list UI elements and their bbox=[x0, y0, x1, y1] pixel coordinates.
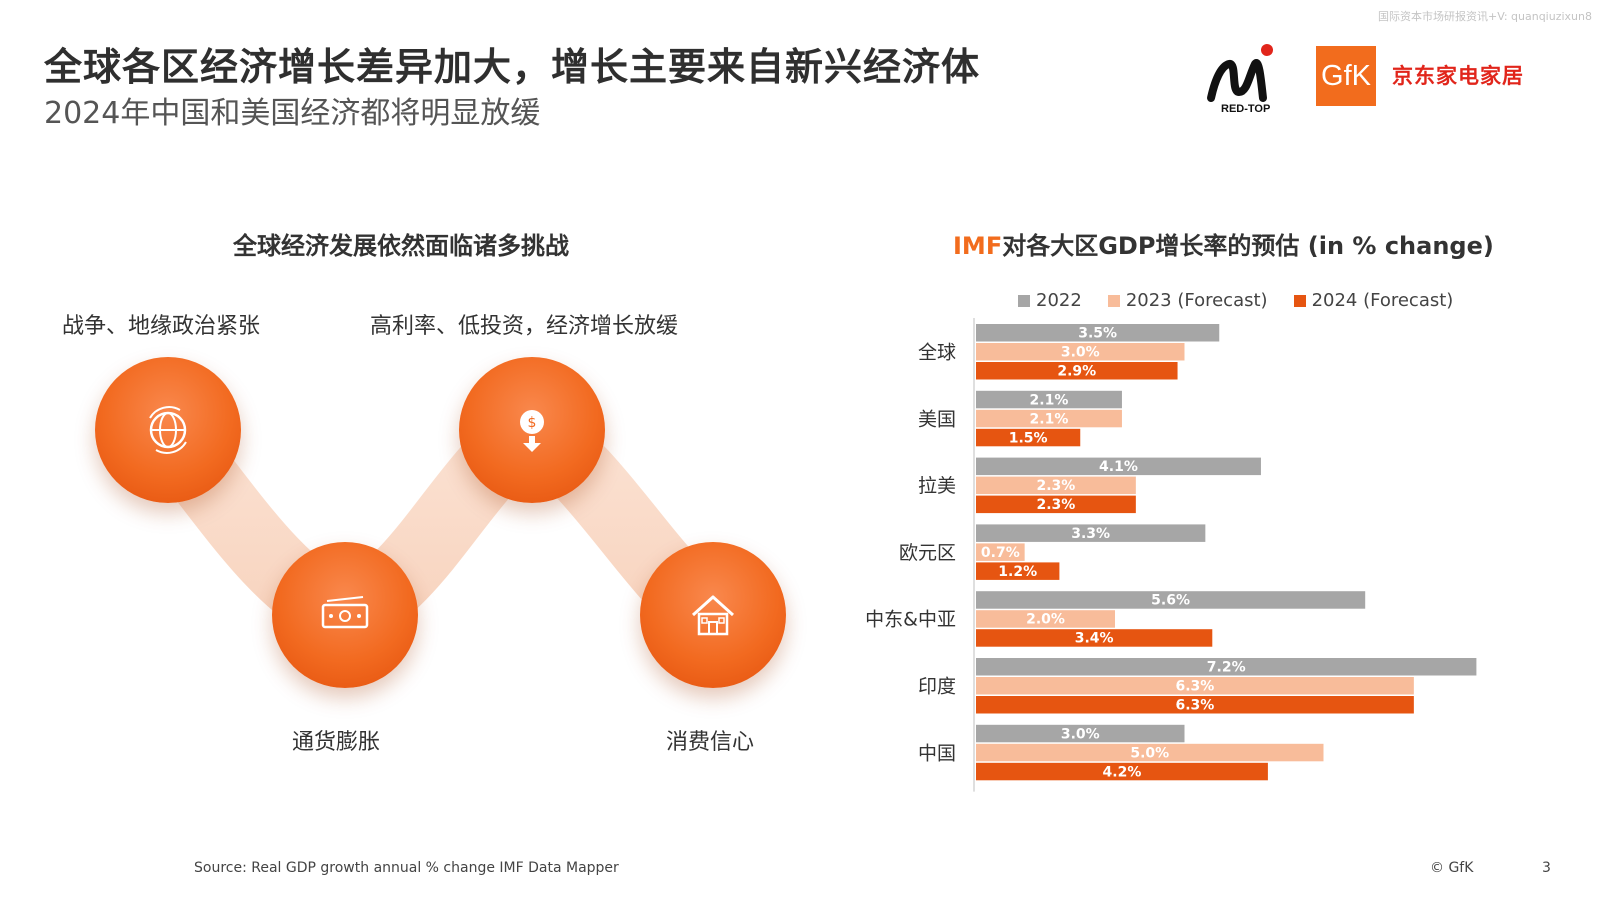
redtop-logo: RED-TOP bbox=[1207, 44, 1273, 115]
bar-value-label: 3.0% bbox=[1061, 726, 1100, 742]
bar-2022 bbox=[976, 524, 1206, 542]
bar-value-label: 7.2% bbox=[1207, 660, 1246, 676]
chart-legend: 2022 2023 (Forecast) 2024 (Forecast) bbox=[1018, 290, 1453, 311]
bar-value-label: 6.3% bbox=[1176, 679, 1215, 695]
chart-title-rest: 对各大区GDP增长率的预估 (in % change) bbox=[1002, 232, 1494, 260]
bar-2022 bbox=[976, 724, 1185, 743]
category-label: 印度 bbox=[918, 676, 956, 698]
page-number: 3 bbox=[1542, 860, 1551, 876]
legend-item-2024: 2024 (Forecast) bbox=[1293, 290, 1454, 311]
challenge-label-inflation: 通货膨胀 bbox=[292, 730, 381, 755]
source-note: Source: Real GDP growth annual % change … bbox=[194, 860, 619, 876]
bar-value-label: 2.3% bbox=[1037, 478, 1076, 494]
money-down-icon: $ bbox=[520, 410, 544, 452]
category-label: 全球 bbox=[918, 342, 956, 364]
bar-value-label: 1.5% bbox=[1009, 430, 1048, 446]
bar-value-label: 2.1% bbox=[1030, 392, 1069, 408]
bar-value-label: 2.1% bbox=[1030, 411, 1069, 427]
bar-2023 bbox=[976, 409, 1122, 428]
gfk-logo: GfK bbox=[1316, 46, 1376, 106]
consumer-confidence-circle bbox=[640, 542, 786, 688]
category-label: 拉美 bbox=[918, 475, 956, 497]
bar-value-label: 2.9% bbox=[1057, 364, 1096, 380]
house-icon bbox=[691, 595, 735, 636]
copyright-text: © GfK bbox=[1430, 860, 1474, 876]
bar-value-label: 5.0% bbox=[1130, 745, 1169, 761]
bar-value-label: 4.1% bbox=[1099, 459, 1138, 475]
bar-2023 bbox=[976, 610, 1115, 628]
bar-2023 bbox=[976, 543, 1025, 561]
bar-value-label: 2.3% bbox=[1037, 497, 1076, 513]
chart-title: IMF对各大区GDP增长率的预估 (in % change) bbox=[953, 226, 1494, 261]
bar-value-label: 2.0% bbox=[1026, 612, 1065, 628]
challenge-label-consumer-confidence: 消费信心 bbox=[666, 730, 755, 755]
chart-title-imf: IMF bbox=[953, 232, 1003, 260]
redtop-logo-text: RED-TOP bbox=[1221, 103, 1270, 115]
challenge-label-geopolitics: 战争、地缘政治紧张 bbox=[62, 314, 261, 339]
legend-label-2023: 2023 (Forecast) bbox=[1125, 290, 1268, 311]
bar-value-label: 3.0% bbox=[1061, 345, 1100, 361]
bar-value-label: 3.3% bbox=[1071, 526, 1110, 542]
bar-2023 bbox=[976, 743, 1324, 762]
challenge-label-interest-rate: 高利率、低投资，经济增长放缓 bbox=[370, 314, 679, 339]
bar-value-label: 0.7% bbox=[981, 545, 1020, 561]
bar-value-label: 6.3% bbox=[1176, 698, 1215, 714]
bar-2024 bbox=[976, 629, 1213, 647]
jd-logo: 京东家电家居 bbox=[1392, 64, 1524, 88]
geopolitics-circle bbox=[95, 357, 241, 503]
bar-2024 bbox=[976, 762, 1268, 781]
category-label: 欧元区 bbox=[899, 542, 956, 564]
page-title: 全球各区经济增长差异加大，增长主要来自新兴经济体 bbox=[44, 45, 981, 89]
legend-label-2022: 2022 bbox=[1036, 290, 1082, 311]
legend-item-2023: 2023 (Forecast) bbox=[1107, 290, 1268, 311]
bar-2023 bbox=[976, 677, 1414, 695]
svg-text:$: $ bbox=[528, 415, 537, 431]
bar-2022 bbox=[976, 324, 1220, 342]
bar-2022 bbox=[976, 591, 1366, 609]
bar-2024 bbox=[976, 428, 1081, 447]
category-label: 中东&中亚 bbox=[865, 609, 956, 631]
bar-value-label: 3.5% bbox=[1078, 326, 1117, 342]
bar-2024 bbox=[976, 495, 1136, 514]
challenges-title: 全球经济发展依然面临诸多挑战 bbox=[233, 232, 569, 260]
bar-2024 bbox=[976, 696, 1414, 714]
page-subtitle: 2024年中国和美国经济都将明显放缓 bbox=[44, 96, 541, 131]
bar-value-label: 4.2% bbox=[1103, 764, 1142, 780]
category-label: 中国 bbox=[918, 742, 956, 764]
legend-swatch-2024 bbox=[1293, 294, 1306, 307]
bar-2022 bbox=[976, 658, 1477, 676]
banknote-icon bbox=[321, 596, 369, 629]
bar-2023 bbox=[976, 476, 1136, 495]
legend-swatch-2022 bbox=[1018, 294, 1030, 307]
interest-rate-circle: $ bbox=[459, 357, 605, 503]
bar-2024 bbox=[976, 562, 1060, 580]
gdp-bar-chart: 全球 3.5% 3.0% 2.9% 美国 2.1% 2.1% 1.5% 拉美 4.1% 2.3% 2.… bbox=[865, 318, 1477, 792]
legend-swatch-2023 bbox=[1107, 294, 1120, 307]
bar-2022 bbox=[976, 457, 1261, 476]
globe-icon bbox=[149, 406, 187, 454]
watermark-text: 国际资本市场研报资讯+V: quanqiuzixun8 bbox=[1377, 10, 1592, 23]
legend-item-2022: 2022 bbox=[1018, 290, 1082, 311]
bar-value-label: 5.6% bbox=[1151, 593, 1190, 609]
category-label: 美国 bbox=[918, 408, 956, 430]
bar-2023 bbox=[976, 343, 1185, 361]
bar-value-label: 1.2% bbox=[998, 564, 1037, 580]
legend-label-2024: 2024 (Forecast) bbox=[1311, 290, 1454, 311]
bar-2024 bbox=[976, 362, 1178, 380]
bar-value-label: 3.4% bbox=[1075, 631, 1114, 647]
inflation-circle bbox=[272, 542, 418, 688]
bar-2022 bbox=[976, 390, 1122, 409]
